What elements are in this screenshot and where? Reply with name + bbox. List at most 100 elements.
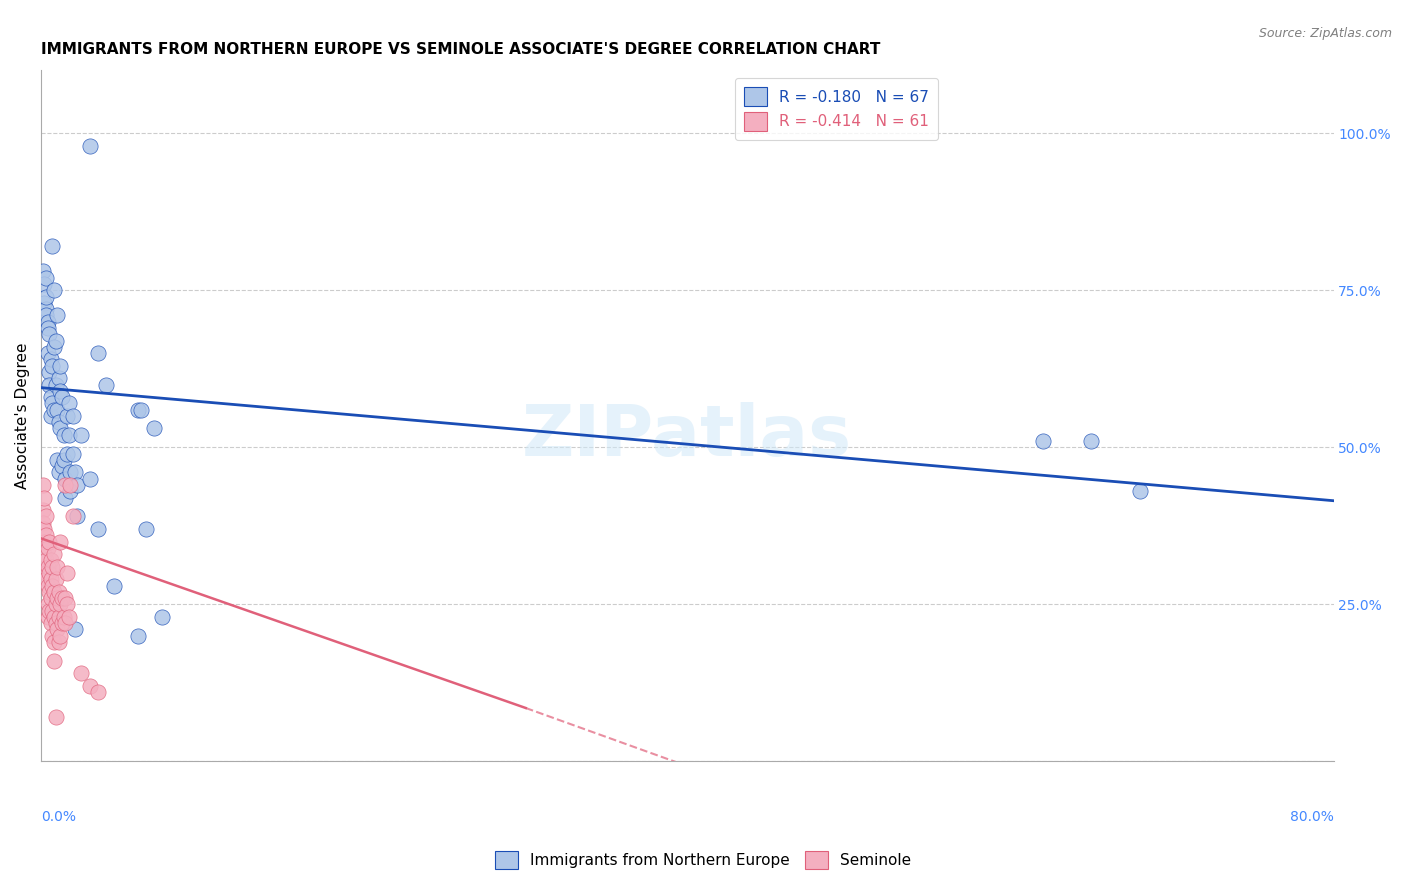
Point bbox=[34, 277, 56, 291]
Point bbox=[41, 396, 63, 410]
Point bbox=[37, 610, 59, 624]
Point bbox=[37, 315, 59, 329]
Point bbox=[37, 321, 59, 335]
Point bbox=[42, 402, 65, 417]
Point bbox=[62, 509, 84, 524]
Point bbox=[45, 377, 67, 392]
Point bbox=[38, 377, 60, 392]
Point bbox=[62, 447, 84, 461]
Point bbox=[39, 572, 62, 586]
Point bbox=[41, 578, 63, 592]
Point bbox=[94, 377, 117, 392]
Point bbox=[143, 421, 166, 435]
Point bbox=[39, 409, 62, 423]
Point bbox=[39, 390, 62, 404]
Y-axis label: Associate's Degree: Associate's Degree bbox=[15, 343, 30, 489]
Text: Source: ZipAtlas.com: Source: ZipAtlas.com bbox=[1258, 27, 1392, 40]
Point bbox=[37, 346, 59, 360]
Point bbox=[38, 534, 60, 549]
Point bbox=[56, 409, 79, 423]
Point bbox=[63, 466, 86, 480]
Point bbox=[1080, 434, 1102, 448]
Point bbox=[86, 685, 108, 699]
Point bbox=[35, 566, 58, 580]
Point bbox=[45, 572, 67, 586]
Point bbox=[34, 491, 56, 505]
Point bbox=[53, 472, 76, 486]
Text: IMMIGRANTS FROM NORTHERN EUROPE VS SEMINOLE ASSOCIATE'S DEGREE CORRELATION CHART: IMMIGRANTS FROM NORTHERN EUROPE VS SEMIN… bbox=[41, 42, 880, 57]
Point bbox=[51, 616, 73, 631]
Point bbox=[35, 509, 58, 524]
Point bbox=[59, 478, 82, 492]
Point bbox=[41, 604, 63, 618]
Point bbox=[42, 654, 65, 668]
Point bbox=[41, 559, 63, 574]
Point bbox=[42, 283, 65, 297]
Point bbox=[48, 610, 70, 624]
Point bbox=[39, 616, 62, 631]
Point bbox=[42, 547, 65, 561]
Point bbox=[42, 610, 65, 624]
Point bbox=[34, 296, 56, 310]
Point bbox=[46, 453, 69, 467]
Point bbox=[51, 591, 73, 605]
Point bbox=[56, 566, 79, 580]
Point bbox=[58, 427, 80, 442]
Point bbox=[58, 610, 80, 624]
Point bbox=[34, 534, 56, 549]
Point bbox=[48, 584, 70, 599]
Point bbox=[1032, 434, 1054, 448]
Point bbox=[66, 509, 89, 524]
Point bbox=[42, 340, 65, 354]
Point bbox=[46, 402, 69, 417]
Point bbox=[49, 534, 72, 549]
Point bbox=[127, 402, 149, 417]
Point bbox=[39, 553, 62, 567]
Point bbox=[127, 629, 149, 643]
Point bbox=[129, 402, 152, 417]
Point bbox=[41, 629, 63, 643]
Point bbox=[48, 635, 70, 649]
Point bbox=[45, 598, 67, 612]
Point bbox=[45, 710, 67, 724]
Point bbox=[37, 541, 59, 555]
Point bbox=[38, 365, 60, 379]
Point bbox=[35, 289, 58, 303]
Point bbox=[52, 427, 75, 442]
Point bbox=[35, 309, 58, 323]
Point bbox=[48, 371, 70, 385]
Point bbox=[31, 516, 53, 530]
Point bbox=[49, 384, 72, 398]
Point bbox=[45, 616, 67, 631]
Point bbox=[35, 302, 58, 317]
Point bbox=[49, 598, 72, 612]
Point bbox=[1129, 484, 1152, 499]
Point bbox=[46, 559, 69, 574]
Text: ZIPatlas: ZIPatlas bbox=[522, 402, 852, 471]
Legend: Immigrants from Northern Europe, Seminole: Immigrants from Northern Europe, Seminol… bbox=[489, 845, 917, 875]
Point bbox=[31, 503, 53, 517]
Point bbox=[66, 478, 89, 492]
Point bbox=[58, 396, 80, 410]
Point bbox=[70, 666, 93, 681]
Point bbox=[37, 559, 59, 574]
Point bbox=[62, 409, 84, 423]
Point bbox=[79, 138, 101, 153]
Point bbox=[53, 591, 76, 605]
Point bbox=[31, 478, 53, 492]
Point bbox=[46, 591, 69, 605]
Point bbox=[56, 598, 79, 612]
Point bbox=[45, 334, 67, 348]
Legend: R = -0.180   N = 67, R = -0.414   N = 61: R = -0.180 N = 67, R = -0.414 N = 61 bbox=[735, 78, 938, 140]
Text: 80.0%: 80.0% bbox=[1289, 810, 1333, 824]
Point bbox=[42, 635, 65, 649]
Point bbox=[52, 610, 75, 624]
Point bbox=[49, 629, 72, 643]
Point bbox=[79, 679, 101, 693]
Point bbox=[37, 598, 59, 612]
Point bbox=[42, 584, 65, 599]
Point bbox=[46, 623, 69, 637]
Point bbox=[53, 478, 76, 492]
Point bbox=[63, 623, 86, 637]
Point bbox=[41, 239, 63, 253]
